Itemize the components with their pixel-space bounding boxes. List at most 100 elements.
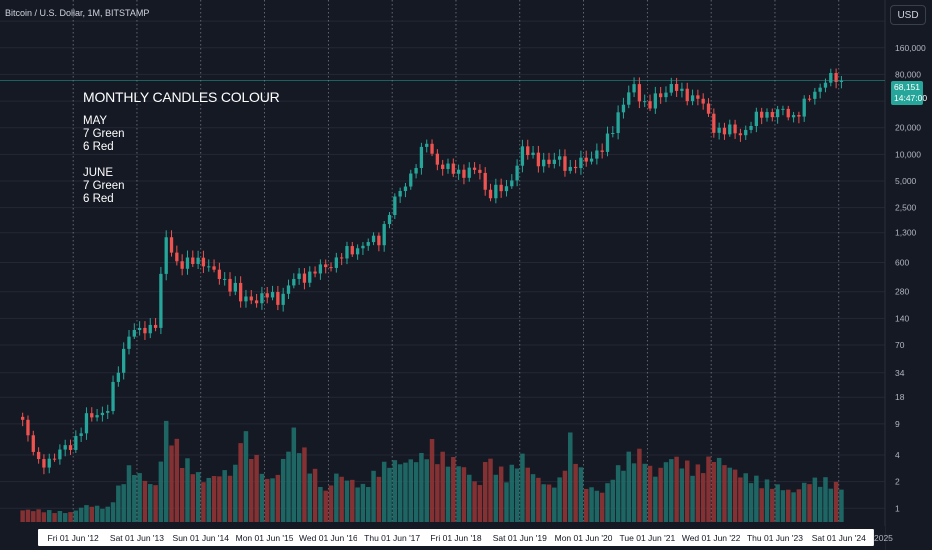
volume-bar	[637, 448, 642, 522]
volume-bar	[754, 475, 759, 522]
volume-bar	[780, 490, 786, 522]
candle-body	[106, 411, 110, 413]
volume-bar	[217, 476, 222, 522]
symbol-title: Bitcoin / U.S. Dollar, 1M, BITSTAMP	[5, 8, 150, 18]
candle-body	[552, 159, 556, 164]
candle-body	[164, 237, 168, 274]
volume-bar	[514, 468, 520, 522]
candle-body	[324, 264, 328, 268]
volume-bar	[679, 468, 685, 522]
volume-bar	[344, 480, 350, 522]
time-axis-label-bg	[484, 529, 555, 546]
last-price-tag: 68,151 14:47:00	[891, 81, 927, 105]
time-axis-label-text: Tue 01 Jun '21	[620, 533, 676, 543]
candle-body	[494, 184, 498, 199]
candle-body	[706, 103, 711, 114]
volume-bar	[552, 487, 557, 522]
candle-body	[58, 449, 62, 460]
volume-bar	[148, 484, 153, 522]
candle-body	[690, 95, 695, 102]
volume-bar	[57, 510, 63, 522]
time-axis-label-text: Sat 01 Jun '13	[110, 533, 164, 543]
candle-body	[823, 82, 828, 88]
volume-bar	[94, 505, 100, 522]
volume-bar	[445, 466, 451, 522]
candle-body	[313, 271, 317, 274]
candle-body	[84, 413, 89, 434]
time-axis-label: Fri 01 Jun '18	[420, 529, 492, 546]
candle-body	[760, 111, 764, 118]
time-axis-label-bg	[420, 529, 492, 546]
candle-body	[95, 415, 99, 418]
candle-body	[499, 184, 503, 192]
candle-body	[515, 165, 519, 181]
volume-bar	[828, 488, 834, 522]
volume-bar	[626, 451, 632, 522]
volume-bar	[817, 486, 823, 522]
volume-bar	[291, 427, 297, 522]
volume-bar	[695, 464, 701, 522]
candle-body	[345, 246, 349, 259]
time-axis-label: Thu 01 Jun '23	[739, 529, 811, 546]
time-axis-label: Sat 01 Jun '19	[484, 529, 555, 546]
volume-bar	[700, 473, 706, 522]
candle-body	[254, 300, 259, 304]
time-axis-label: Sun 01 Jun '14	[165, 529, 236, 546]
volume-bar	[195, 472, 201, 522]
price-axis-tick: 1	[895, 503, 900, 513]
volume-bar	[62, 513, 68, 522]
candle-body	[504, 186, 509, 192]
volume-bar	[371, 470, 376, 522]
candle-body	[207, 266, 211, 268]
candle-body	[334, 257, 338, 268]
candle-body	[738, 133, 743, 136]
candle-body	[573, 166, 578, 169]
volume-bar	[748, 483, 754, 522]
candle-body	[281, 293, 285, 305]
candle-body	[547, 159, 551, 164]
time-axis-label-text: Thu 01 Jun '23	[747, 533, 803, 543]
volume-bar	[498, 466, 504, 522]
volume-bar	[206, 477, 211, 522]
candle-body	[286, 285, 291, 294]
volume-bar	[318, 486, 323, 522]
volume-bar	[488, 458, 493, 522]
candle-body	[371, 235, 376, 243]
volume-bar	[132, 474, 137, 522]
candle-body	[175, 252, 179, 262]
candle-body	[472, 167, 477, 170]
candle-body	[595, 150, 599, 159]
candle-body	[786, 108, 790, 118]
volume-bar	[791, 492, 796, 522]
currency-button[interactable]: USD	[890, 5, 926, 25]
volume-bar	[222, 470, 227, 522]
candle-body	[414, 167, 418, 174]
note-may-green: 7 Green	[83, 128, 125, 140]
volume-bar	[233, 464, 238, 522]
volume-bar	[355, 487, 360, 522]
price-axis-tick: 9	[895, 419, 900, 429]
time-axis-label-text: Fri 01 Jun '18	[430, 533, 482, 543]
volume-bar	[179, 468, 185, 522]
candle-body	[685, 88, 689, 102]
volume-bar	[211, 476, 217, 522]
volume-bar	[365, 487, 371, 522]
volume-bar	[658, 467, 663, 522]
candle-body	[47, 458, 51, 468]
candle-body	[21, 416, 25, 420]
time-axis-label: Sat 01 Jun '24	[803, 529, 874, 546]
price-axis-tick: 2,500	[895, 203, 917, 213]
volume-bar	[185, 458, 190, 522]
volume-bar	[392, 460, 398, 522]
candle-body	[180, 261, 184, 269]
candle-body	[643, 101, 647, 103]
candle-body	[122, 348, 126, 373]
candle-body	[584, 157, 588, 162]
volume-bar	[621, 470, 626, 522]
volume-bar	[690, 475, 695, 522]
time-axis-label-text: Sat 01 Jun '19	[493, 533, 547, 543]
volume-bar	[78, 507, 84, 522]
price-axis-tick: 5,000	[895, 176, 917, 186]
volume-bar	[583, 488, 589, 522]
